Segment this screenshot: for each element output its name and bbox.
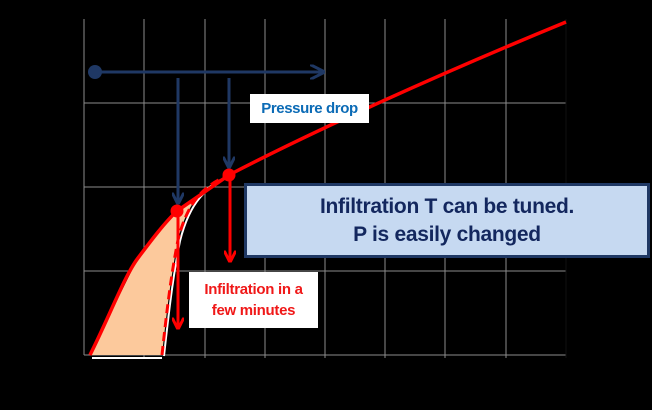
pressure-drop-label: Pressure drop: [250, 94, 369, 123]
infiltration-time-label: Infiltration in a few minutes: [189, 272, 318, 328]
infiltration-point-2: [222, 168, 236, 182]
infiltration-label-line2: few minutes: [211, 302, 296, 319]
info-line1: Infiltration T can be tuned.: [319, 195, 575, 218]
info-line2: P is easily changed: [353, 223, 541, 246]
start-point-dot: [88, 65, 102, 79]
infiltration-region: [90, 175, 229, 355]
infiltration-point-1: [170, 204, 184, 218]
info-callout: Infiltration T can be tuned. P is easily…: [244, 183, 650, 258]
infiltration-label-line1: Infiltration in a: [204, 281, 303, 298]
